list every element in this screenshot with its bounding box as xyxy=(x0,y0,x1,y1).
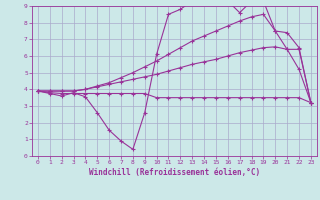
X-axis label: Windchill (Refroidissement éolien,°C): Windchill (Refroidissement éolien,°C) xyxy=(89,168,260,177)
